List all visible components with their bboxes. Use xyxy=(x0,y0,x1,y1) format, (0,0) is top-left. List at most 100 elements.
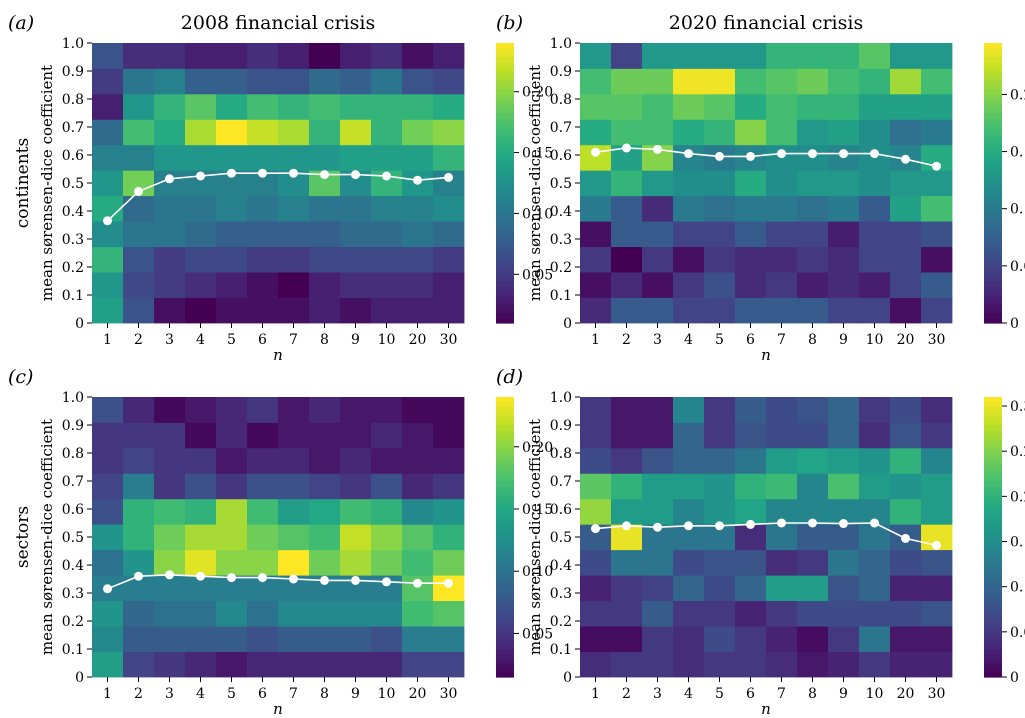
x-tick-label: 9 xyxy=(839,686,848,702)
heatmap-cell xyxy=(433,221,465,248)
colorbar-tick-label: 0 xyxy=(1010,670,1019,686)
x-tick-label: 7 xyxy=(289,686,298,702)
heatmap-cell xyxy=(921,549,953,576)
heatmap-cell xyxy=(92,170,124,197)
mean-point xyxy=(258,573,267,583)
colorbar-segment xyxy=(496,448,514,454)
heatmap-cell xyxy=(247,473,279,500)
x-tick-label: 1 xyxy=(591,332,600,348)
colorbar-segment xyxy=(984,560,1002,566)
heatmap-cell xyxy=(402,246,434,273)
heatmap-cell xyxy=(642,272,674,298)
mean-point xyxy=(777,149,786,159)
x-tick-label: 30 xyxy=(928,332,946,348)
heatmap-cell xyxy=(216,119,248,146)
heatmap-cell xyxy=(859,575,891,602)
heatmap-cell xyxy=(797,447,829,474)
x-tick-label: 9 xyxy=(351,686,360,702)
heatmap-cell xyxy=(580,549,612,576)
colorbar-segment xyxy=(984,155,1002,161)
colorbar-segment xyxy=(984,672,1002,678)
heatmap-cell xyxy=(859,297,891,324)
x-tick-label: 4 xyxy=(684,332,693,348)
heatmap-cell xyxy=(673,498,705,525)
y-axis-label: mean sørensen-dice coefficient xyxy=(38,65,56,301)
colorbar-segment xyxy=(984,267,1002,273)
mean-point xyxy=(901,533,910,543)
y-tick-label: 0.7 xyxy=(62,120,84,136)
heatmap-cell xyxy=(185,221,217,248)
mean-point xyxy=(653,144,662,154)
colorbar-segment xyxy=(496,281,514,287)
colorbar-tick-label: 0.10 xyxy=(522,564,553,580)
heatmap-cell xyxy=(766,575,798,602)
heatmap-cell xyxy=(673,43,705,69)
heatmap-cell xyxy=(216,549,248,576)
x-tick-label: 20 xyxy=(409,686,427,702)
heatmap-cell xyxy=(828,575,860,602)
colorbar-segment xyxy=(984,616,1002,622)
mean-point xyxy=(808,518,817,528)
heatmap-cell xyxy=(859,549,891,576)
mean-line xyxy=(107,573,449,590)
heatmap-cell xyxy=(402,144,434,171)
colorbar-segment xyxy=(984,569,1002,575)
colorbar-segment xyxy=(984,299,1002,305)
colorbar-segment xyxy=(984,94,1002,100)
heatmap-cell xyxy=(309,272,341,298)
heatmap-cell xyxy=(123,68,155,95)
x-tick-label: 10 xyxy=(378,686,396,702)
heatmap-cell xyxy=(247,422,279,449)
heatmap-cell xyxy=(402,43,434,69)
colorbar-segment xyxy=(496,560,514,566)
heatmap-cell xyxy=(309,651,341,678)
heatmap-cell xyxy=(92,272,124,298)
colorbar-segment xyxy=(984,136,1002,142)
heatmap-cell xyxy=(797,68,829,95)
heatmap-cell xyxy=(766,651,798,678)
colorbar-segment xyxy=(496,481,514,487)
colorbar-segment xyxy=(496,649,514,655)
heatmap-cell xyxy=(247,195,279,222)
mean-point xyxy=(165,570,174,580)
colorbar-segment xyxy=(496,425,514,431)
heatmap-cell xyxy=(828,43,860,69)
colorbar-segment xyxy=(984,225,1002,231)
x-tick-label: 7 xyxy=(289,332,298,348)
heatmap-cell xyxy=(735,447,767,474)
x-tick-label: 6 xyxy=(258,332,267,348)
heatmap-cell xyxy=(828,524,860,551)
heatmap-cell xyxy=(340,119,372,146)
colorbar-segment xyxy=(496,443,514,449)
colorbar-segment xyxy=(984,57,1002,63)
colorbar-segment xyxy=(984,47,1002,53)
mean-point xyxy=(134,571,143,581)
x-axis-label: n xyxy=(273,346,283,364)
heatmap-cell xyxy=(402,600,434,627)
mean-point xyxy=(870,518,879,528)
heatmap-cell xyxy=(735,651,767,678)
heatmap-cell xyxy=(216,221,248,248)
heatmap-cell xyxy=(154,447,186,474)
mean-point xyxy=(103,216,112,226)
colorbar-segment xyxy=(496,630,514,636)
y-tick-label: 0.9 xyxy=(550,418,572,434)
row-label: continents xyxy=(13,138,33,229)
x-tick-label: 9 xyxy=(839,332,848,348)
colorbar-segment xyxy=(984,499,1002,505)
heatmap-cell xyxy=(859,93,891,120)
y-tick-label: 0.2 xyxy=(62,614,84,630)
mean-point xyxy=(382,171,391,181)
y-tick-label: 0.3 xyxy=(550,232,572,248)
heatmap-cell xyxy=(580,651,612,678)
heatmap-cell xyxy=(123,221,155,248)
heatmap-cell xyxy=(704,93,736,120)
heatmap-cell xyxy=(247,651,279,678)
colorbar-segment xyxy=(496,415,514,421)
heatmap-cell xyxy=(340,246,372,273)
heatmap-cell xyxy=(828,195,860,222)
heatmap-cell xyxy=(735,626,767,652)
heatmap-cell xyxy=(309,93,341,120)
mean-point xyxy=(808,149,817,159)
mean-point xyxy=(444,578,453,588)
